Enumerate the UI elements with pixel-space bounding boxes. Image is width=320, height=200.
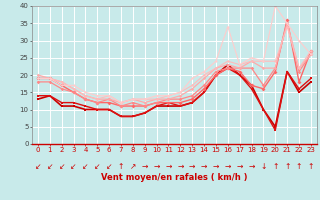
Text: →: →	[153, 162, 160, 171]
Text: ↙: ↙	[106, 162, 112, 171]
Text: ↙: ↙	[35, 162, 41, 171]
Text: →: →	[189, 162, 196, 171]
Text: →: →	[177, 162, 184, 171]
Text: ↑: ↑	[296, 162, 302, 171]
Text: ↑: ↑	[118, 162, 124, 171]
Text: →: →	[236, 162, 243, 171]
Text: ↑: ↑	[308, 162, 314, 171]
Text: →: →	[248, 162, 255, 171]
Text: →: →	[165, 162, 172, 171]
Text: →: →	[201, 162, 207, 171]
Text: ↑: ↑	[284, 162, 290, 171]
Text: ↙: ↙	[82, 162, 89, 171]
Text: ↙: ↙	[59, 162, 65, 171]
Text: ↙: ↙	[47, 162, 53, 171]
Text: →: →	[141, 162, 148, 171]
Text: →: →	[213, 162, 219, 171]
Text: ↓: ↓	[260, 162, 267, 171]
Text: ↗: ↗	[130, 162, 136, 171]
Text: →: →	[225, 162, 231, 171]
Text: ↑: ↑	[272, 162, 278, 171]
Text: ↙: ↙	[94, 162, 100, 171]
X-axis label: Vent moyen/en rafales ( km/h ): Vent moyen/en rafales ( km/h )	[101, 173, 248, 182]
Text: ↙: ↙	[70, 162, 77, 171]
